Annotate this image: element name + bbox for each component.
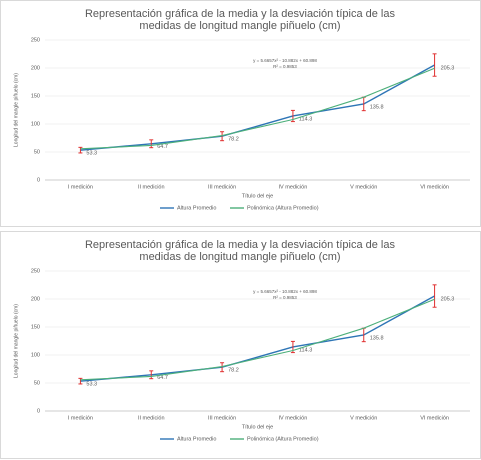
x-tick-label: IV medición	[279, 184, 308, 190]
x-tick-label: VI medición	[420, 184, 449, 190]
data-label: 114.3	[299, 347, 312, 353]
data-label: 64.7	[157, 375, 168, 381]
y-tick-label: 250	[31, 268, 40, 274]
series-line	[80, 295, 435, 382]
y-tick-label: 250	[31, 37, 40, 43]
y-tick-label: 50	[34, 380, 40, 386]
x-tick-label: III medición	[208, 415, 236, 421]
annotation: y = 5.6657x² - 10.882x + 60.898	[253, 289, 317, 294]
data-label: 64.7	[157, 144, 168, 150]
x-tick-label: IV medición	[279, 415, 308, 421]
x-tick-label: III medición	[208, 184, 236, 190]
chart-frame	[0, 231, 481, 459]
y-tick-label: 100	[31, 121, 40, 127]
data-label: 53.3	[86, 382, 97, 388]
x-tick-label: II medición	[138, 184, 165, 190]
annotation: R² = 0.9853	[273, 64, 297, 69]
chart-title: Representación gráfica de la media y la …	[85, 239, 396, 251]
x-tick-label: VI medición	[420, 415, 449, 421]
y-tick-label: 0	[37, 408, 40, 414]
series-line	[80, 67, 435, 150]
data-label: 78.2	[228, 137, 239, 143]
x-tick-label: I medición	[68, 415, 93, 421]
data-label: 205.3	[441, 65, 455, 71]
data-label: 135.8	[370, 335, 384, 341]
y-axis-title: Longitud del mangle piñuelo (cm)	[13, 73, 19, 147]
annotation: y = 5.6657x² - 10.882x + 60.898	[253, 58, 317, 63]
data-label: 78.2	[228, 368, 239, 374]
y-tick-label: 0	[37, 177, 40, 183]
x-axis-title: Título del eje	[242, 424, 274, 430]
data-label: 53.3	[86, 151, 97, 157]
x-axis-title: Título del eje	[242, 193, 274, 199]
x-tick-label: I medición	[68, 184, 93, 190]
chart-title: medidas de longitud mangle piñuelo (cm)	[139, 251, 340, 263]
legend-label: Polinómica (Altura Promedio)	[247, 205, 319, 211]
y-tick-label: 150	[31, 93, 40, 99]
legend-label: Altura Promedio	[177, 436, 216, 442]
chart-title: Representación gráfica de la media y la …	[85, 8, 396, 20]
y-tick-label: 200	[31, 65, 40, 71]
data-label: 114.3	[299, 116, 312, 122]
y-tick-label: 50	[34, 149, 40, 155]
x-tick-label: V medición	[350, 184, 377, 190]
x-tick-label: V medición	[350, 415, 377, 421]
legend-label: Polinómica (Altura Promedio)	[247, 436, 319, 442]
data-label: 205.3	[441, 296, 455, 302]
y-axis-title: Longitud del mangle piñuelo (cm)	[13, 304, 19, 378]
chart-frame	[0, 0, 481, 227]
legend-label: Altura Promedio	[177, 205, 216, 211]
chart-title: medidas de longitud mangle piñuelo (cm)	[139, 20, 340, 32]
data-label: 135.8	[370, 104, 384, 110]
y-tick-label: 200	[31, 296, 40, 302]
series-line	[80, 64, 435, 151]
annotation: R² = 0.9853	[273, 295, 297, 300]
y-tick-label: 150	[31, 324, 40, 330]
x-tick-label: II medición	[138, 415, 165, 421]
y-tick-label: 100	[31, 352, 40, 358]
series-line	[80, 298, 435, 381]
